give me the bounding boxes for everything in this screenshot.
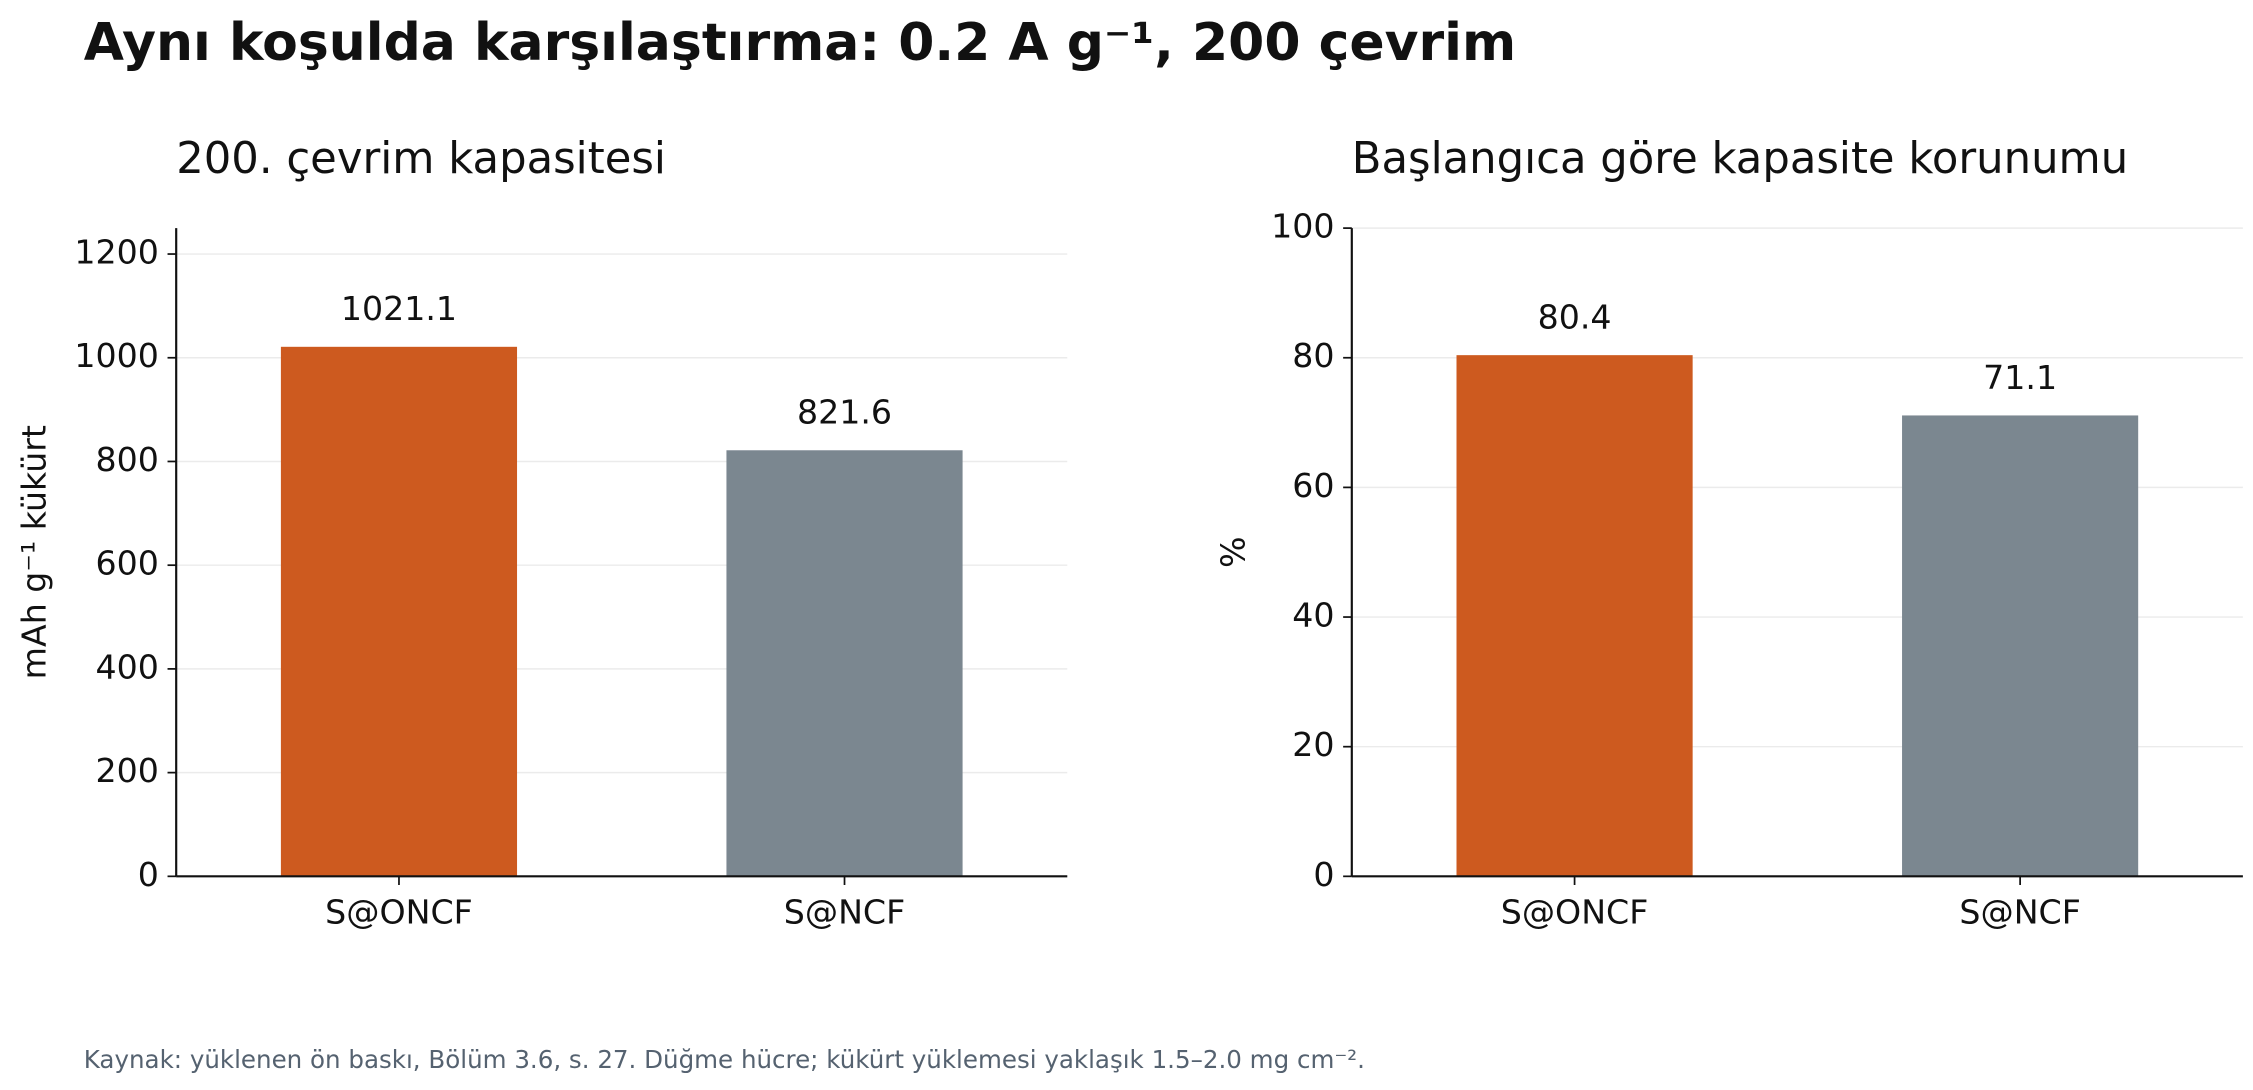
value-label: 1021.1 [341, 289, 457, 328]
value-label: 80.4 [1538, 298, 1612, 337]
y-tick-label: 800 [95, 440, 158, 479]
y-tick-label: 0 [1313, 855, 1334, 894]
y-tick-label: 80 [1292, 336, 1334, 375]
panel-title: 200. çevrim kapasitesi [176, 134, 666, 184]
x-tick-label: S@NCF [784, 892, 905, 931]
y-tick-label: 20 [1292, 725, 1334, 764]
y-tick-label: 1200 [74, 233, 159, 272]
y-axis-label: % [1213, 536, 1252, 568]
y-tick-label: 0 [138, 855, 159, 894]
y-tick-label: 200 [95, 751, 158, 790]
x-tick-label: S@NCF [1959, 892, 2080, 931]
value-label: 71.1 [1983, 358, 2057, 397]
value-label: 821.6 [797, 393, 892, 432]
figure-title: Aynı koşulda karşılaştırma: 0.2 A g⁻¹, 2… [84, 13, 1516, 73]
bar [1902, 415, 2139, 877]
x-tick-label: S@ONCF [1501, 892, 1649, 931]
bar [280, 346, 518, 877]
y-tick-label: 400 [95, 647, 158, 686]
y-axis-label: mAh g⁻¹ kükürt [15, 425, 54, 679]
panel-title: Başlangıca göre kapasite korunumu [1352, 134, 2128, 184]
x-tick-label: S@ONCF [325, 892, 473, 931]
y-tick-label: 60 [1292, 466, 1334, 505]
source-note: Kaynak: yüklenen ön baskı, Bölüm 3.6, s.… [84, 1045, 1365, 1074]
y-tick-label: 600 [95, 544, 158, 583]
y-tick-label: 40 [1292, 596, 1334, 635]
y-tick-label: 1000 [74, 336, 159, 375]
y-tick-label: 100 [1271, 207, 1334, 246]
bar [1456, 355, 1693, 877]
bar [726, 450, 963, 877]
